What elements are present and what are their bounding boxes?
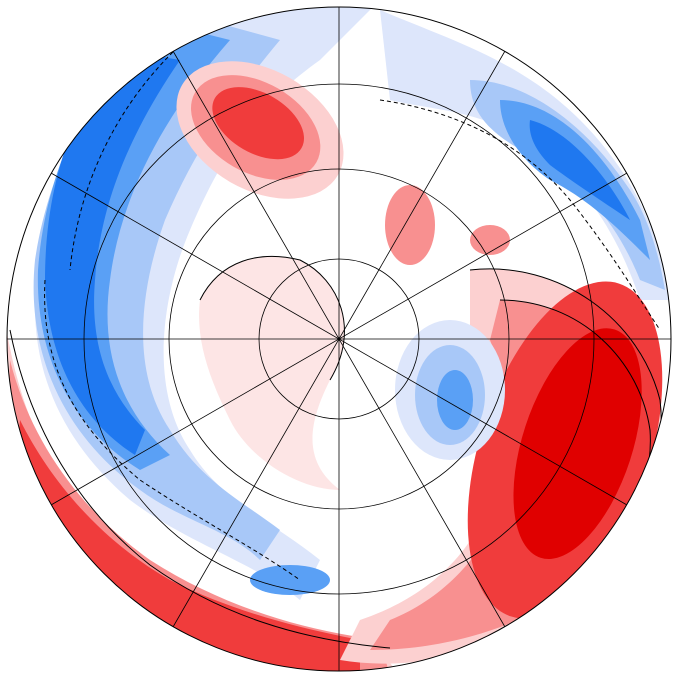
anomaly-field [0, 0, 678, 676]
polar-map [0, 0, 678, 676]
